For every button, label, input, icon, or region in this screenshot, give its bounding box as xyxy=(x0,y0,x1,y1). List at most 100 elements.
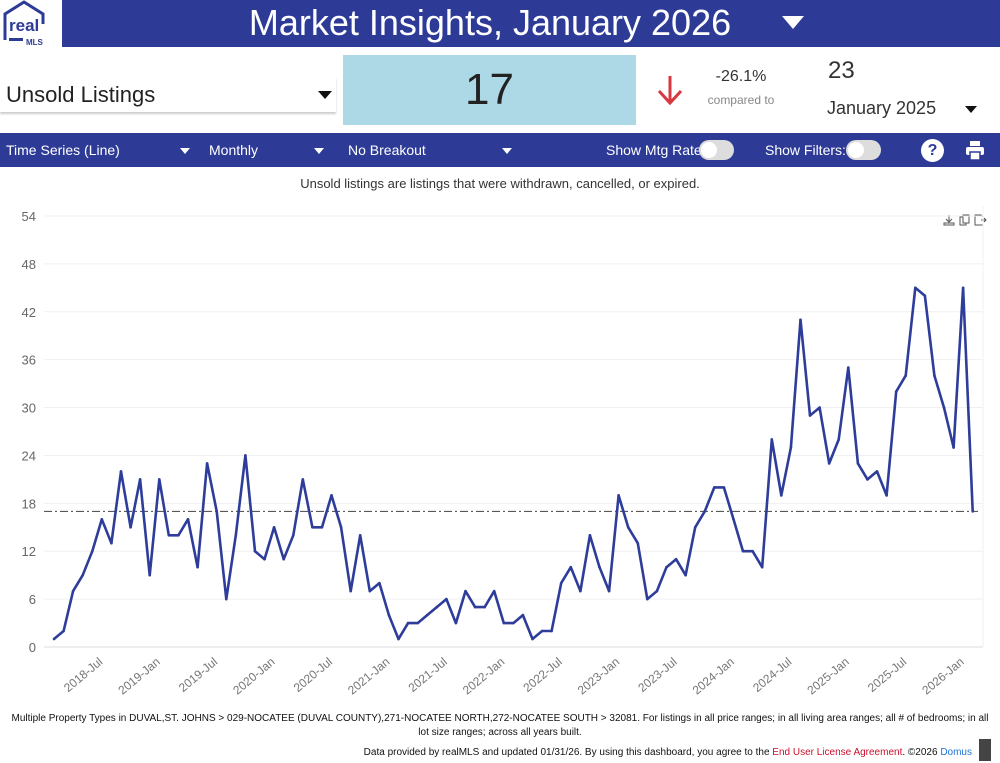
data-point xyxy=(827,462,831,465)
x-tick-label: 2021-Jul xyxy=(406,655,450,695)
data-point xyxy=(368,589,372,593)
x-tick-label: 2024-Jan xyxy=(690,655,737,698)
data-point xyxy=(416,621,419,625)
data-point xyxy=(263,557,266,561)
data-point xyxy=(933,374,936,377)
data-point xyxy=(291,533,295,537)
data-point xyxy=(81,573,85,577)
data-point xyxy=(847,366,850,369)
data-point xyxy=(167,533,171,537)
options-toolbar: Time Series (Line) Monthly No Breakout S… xyxy=(0,133,1000,167)
domus-link[interactable]: Domus xyxy=(940,747,972,758)
data-point xyxy=(186,517,190,521)
metric-select-value: Unsold Listings xyxy=(6,82,156,107)
show-mtg-rate-toggle[interactable] xyxy=(699,140,734,160)
data-point xyxy=(62,629,65,633)
y-tick-label: 54 xyxy=(22,209,36,224)
period-dropdown-caret-icon[interactable] xyxy=(782,16,804,29)
data-point xyxy=(349,589,352,593)
line-chart: 0 6 12 18 24 30 36 42 48 54 2018-Jul 2019-Jan 2019-J… xyxy=(22,206,987,698)
data-point xyxy=(780,494,783,497)
data-point xyxy=(693,525,697,529)
data-point xyxy=(703,510,707,513)
chevron-down-icon[interactable] xyxy=(314,148,324,154)
data-point xyxy=(492,589,496,593)
data-point xyxy=(177,533,180,537)
data-point xyxy=(636,541,640,545)
comparison-period-select[interactable]: January 2025 xyxy=(827,98,936,119)
chevron-down-icon[interactable] xyxy=(180,148,190,154)
compared-to-label: compared to xyxy=(707,93,775,107)
data-point xyxy=(244,454,247,457)
print-icon[interactable] xyxy=(965,141,985,163)
data-point xyxy=(559,581,563,585)
y-tick-label: 18 xyxy=(22,496,36,511)
data-point xyxy=(71,589,75,593)
chevron-down-icon[interactable] xyxy=(502,148,512,154)
scrollbar[interactable] xyxy=(979,739,991,761)
x-tick-label: 2026-Jan xyxy=(919,655,966,698)
current-value: 17 xyxy=(343,55,636,125)
x-tick-label: 2019-Jan xyxy=(115,655,162,698)
x-tick-label: 2024-Jul xyxy=(750,655,794,695)
data-point xyxy=(138,478,142,481)
data-point xyxy=(406,621,410,625)
data-point xyxy=(942,406,946,409)
data-point xyxy=(473,605,477,609)
data-point xyxy=(445,597,448,601)
x-tick-label: 2021-Jan xyxy=(345,655,392,698)
data-point xyxy=(339,525,343,529)
data-point xyxy=(110,541,113,545)
data-point xyxy=(665,565,668,569)
x-tick-label: 2018-Jul xyxy=(61,655,105,695)
data-point xyxy=(760,565,764,569)
breakout-select[interactable]: No Breakout xyxy=(348,142,426,158)
license-link[interactable]: End User License Agreement xyxy=(772,747,903,758)
series-line xyxy=(53,286,974,641)
data-point xyxy=(387,613,391,617)
data-point xyxy=(617,494,620,497)
data-point xyxy=(770,438,774,441)
y-tick-label: 0 xyxy=(29,640,36,655)
data-point xyxy=(713,486,716,489)
data-point xyxy=(655,589,659,593)
data-point xyxy=(732,517,735,521)
copyright-text: . ©2026 xyxy=(902,747,941,758)
help-icon[interactable]: ? xyxy=(921,139,944,162)
data-point xyxy=(540,629,544,633)
data-point xyxy=(569,565,573,569)
data-point xyxy=(904,374,908,377)
show-filters-label: Show Filters: xyxy=(765,142,846,158)
data-point xyxy=(502,621,506,625)
data-point xyxy=(626,525,630,529)
x-tick-label: 2025-Jan xyxy=(804,655,851,698)
data-point xyxy=(320,525,324,529)
data-point xyxy=(52,637,56,641)
x-tick-label: 2022-Jan xyxy=(460,655,507,698)
data-point xyxy=(512,621,515,625)
y-tick-label: 48 xyxy=(22,257,36,272)
data-point xyxy=(435,605,439,609)
data-point xyxy=(100,517,104,521)
copy-icon[interactable] xyxy=(959,214,970,226)
svg-text:real: real xyxy=(9,16,39,35)
data-point xyxy=(301,478,305,481)
data-point xyxy=(483,605,486,609)
data-point xyxy=(741,549,745,553)
data-point xyxy=(282,557,285,561)
chart-type-select[interactable]: Time Series (Line) xyxy=(6,142,120,158)
data-point xyxy=(330,494,333,497)
data-point xyxy=(818,406,821,409)
data-point xyxy=(607,589,611,593)
header-bar: real MLS Market Insights, January 2026 xyxy=(0,0,1000,47)
chevron-down-icon[interactable] xyxy=(965,106,977,113)
data-point xyxy=(598,565,601,569)
data-point xyxy=(885,494,888,497)
show-filters-toggle[interactable] xyxy=(846,140,881,160)
data-point xyxy=(119,470,123,473)
interval-select[interactable]: Monthly xyxy=(209,142,259,158)
data-point xyxy=(224,597,228,601)
x-tick-label: 2023-Jan xyxy=(575,655,622,698)
data-point xyxy=(311,525,314,529)
metric-select[interactable]: Unsold Listings xyxy=(0,77,336,112)
